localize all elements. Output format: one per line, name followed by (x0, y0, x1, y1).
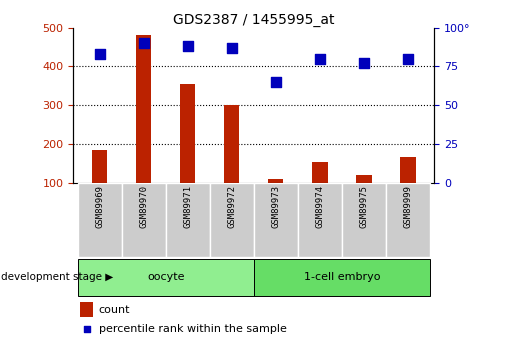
Text: oocyte: oocyte (147, 272, 184, 282)
Text: GSM89969: GSM89969 (95, 185, 104, 228)
Text: GSM89973: GSM89973 (271, 185, 280, 228)
Point (404, 56, 412, 61)
Text: GSM89975: GSM89975 (360, 185, 368, 228)
Title: GDS2387 / 1455995_at: GDS2387 / 1455995_at (173, 12, 334, 27)
Point (83, 327, 91, 332)
Bar (210, 183, 254, 257)
Bar (122, 183, 166, 257)
Point (360, 61, 368, 66)
Bar (400, 157, 416, 183)
Bar (312, 161, 328, 183)
Bar (80, 302, 93, 317)
Point (140, 40, 148, 46)
Bar (224, 105, 239, 183)
Bar (254, 259, 430, 296)
Bar (78, 259, 254, 296)
Bar (180, 84, 195, 183)
Bar (166, 183, 210, 257)
Text: development stage ▶: development stage ▶ (1, 272, 113, 282)
Text: GSM89971: GSM89971 (183, 185, 192, 228)
Point (184, 43, 192, 49)
Bar (254, 183, 298, 257)
Bar (356, 175, 372, 183)
Point (228, 45, 236, 50)
Bar (386, 183, 430, 257)
Point (272, 79, 280, 85)
Bar (342, 183, 386, 257)
Text: GSM89974: GSM89974 (315, 185, 324, 228)
Point (316, 56, 324, 61)
Text: percentile rank within the sample: percentile rank within the sample (98, 324, 286, 334)
Bar (298, 183, 342, 257)
Text: GSM89999: GSM89999 (403, 185, 413, 228)
Text: 1-cell embryo: 1-cell embryo (304, 272, 380, 282)
Text: GSM89970: GSM89970 (139, 185, 148, 228)
Text: count: count (98, 305, 130, 315)
Point (95, 51, 104, 57)
Bar (268, 179, 283, 183)
Bar (78, 183, 122, 257)
Text: GSM89972: GSM89972 (227, 185, 236, 228)
Bar (136, 35, 151, 183)
Bar (92, 150, 108, 183)
